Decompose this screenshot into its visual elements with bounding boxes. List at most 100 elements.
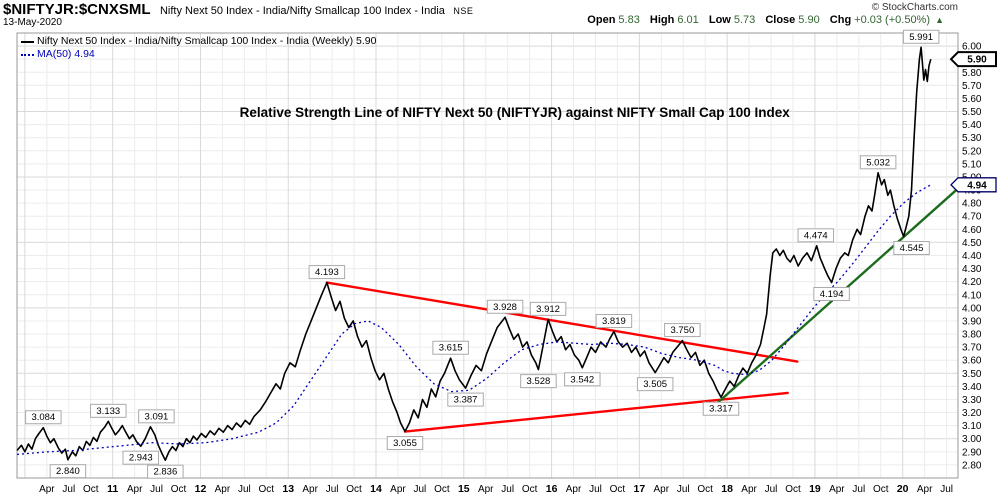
x-axis-tick-label: Jul xyxy=(414,484,427,495)
y-axis-tick-label: 4.30 xyxy=(962,264,982,275)
y-axis-tick-label: 3.00 xyxy=(962,434,982,445)
chart-header: $NIFTYJR:$CNXSML Nifty Next 50 Index - I… xyxy=(3,1,473,19)
annotation-label: 3.528 xyxy=(527,376,551,387)
x-axis-tick-label: 15 xyxy=(458,483,470,495)
chg-value: +0.03 (+0.50%) xyxy=(854,14,931,26)
x-axis-tick-label: Apr xyxy=(566,484,582,495)
y-axis-tick-label: 2.80 xyxy=(962,460,982,471)
chg-label: Chg xyxy=(829,14,852,26)
y-axis-tick-label: 5.70 xyxy=(962,81,982,92)
symbol-title: $NIFTYJR:$CNXSML xyxy=(3,1,151,18)
annotation-label: 3.505 xyxy=(643,379,667,390)
x-axis-tick-label: 11 xyxy=(107,483,118,495)
annotation-box xyxy=(49,464,87,479)
low-value: 5.73 xyxy=(733,14,756,26)
x-axis-tick-label: Apr xyxy=(302,484,318,495)
x-axis-tick-label: Oct xyxy=(171,484,187,495)
y-axis-tick-label: 3.40 xyxy=(962,382,982,393)
annotation-label: 3.317 xyxy=(709,404,733,415)
annotation-box xyxy=(902,29,940,44)
annotation-box xyxy=(529,301,567,316)
annotation-box xyxy=(636,377,674,392)
annotation-box xyxy=(122,450,160,465)
y-axis-tick-label: 5.30 xyxy=(962,133,982,144)
x-axis-tick-label: Apr xyxy=(741,484,757,495)
y-axis-tick-label: 5.50 xyxy=(962,107,982,118)
x-axis-tick-label: Jul xyxy=(940,484,953,495)
annotation-label: 4.194 xyxy=(820,289,844,300)
y-axis-tick-label: 3.70 xyxy=(962,343,982,354)
y-axis-tick-label: 4.60 xyxy=(962,225,982,236)
y-axis-tick-label: 6.00 xyxy=(962,42,982,53)
close-value: 5.90 xyxy=(798,14,820,26)
annotation-label: 5.991 xyxy=(909,32,933,43)
y-axis-tick-label: 5.80 xyxy=(962,68,982,79)
annotation-box xyxy=(664,323,701,338)
y-axis-tick-label: 3.90 xyxy=(962,316,982,327)
y-axis-tick-label: 4.00 xyxy=(962,303,982,314)
y-axis-tick-label: 5.20 xyxy=(962,146,982,157)
annotation-label: 3.133 xyxy=(96,406,120,417)
annotation-box xyxy=(797,228,835,243)
open-value: 5.83 xyxy=(618,14,640,26)
x-axis-tick-label: Jul xyxy=(238,484,251,495)
x-axis-tick-label: Jul xyxy=(62,484,75,495)
legend-series-ma-label: MA(50) 4.94 xyxy=(37,48,95,60)
annotation-label: 3.750 xyxy=(670,325,694,336)
annotation-label: 2.840 xyxy=(56,466,80,477)
x-axis-tick-label: Jul xyxy=(150,484,163,495)
annotation-box xyxy=(138,409,175,424)
x-axis-tick-label: 16 xyxy=(546,483,558,495)
chart-legend: Nifty Next 50 Index - India/Nifty Smallc… xyxy=(21,35,376,61)
chart-title-annotation: Relative Strength Line of NIFTY Next 50 … xyxy=(240,105,791,120)
y-axis-tick-label: 4.50 xyxy=(962,238,982,249)
annotation-label: 4.193 xyxy=(315,267,339,278)
x-axis-tick-label: Apr xyxy=(917,484,933,495)
x-axis-tick-label: Apr xyxy=(478,484,494,495)
annotation-label: 2.836 xyxy=(153,467,177,478)
annotation-box xyxy=(25,410,62,425)
x-axis-tick-label: Oct xyxy=(873,484,889,495)
annotation-box xyxy=(386,436,424,451)
annotation-box xyxy=(564,372,601,387)
annotation-box xyxy=(486,299,524,314)
annotation-box xyxy=(520,374,557,389)
upper-red-trendline xyxy=(325,281,799,363)
annotation-box xyxy=(893,241,930,256)
ma-line xyxy=(16,184,932,456)
axis-marker-4.94 xyxy=(950,177,997,193)
x-axis-tick-label: Apr xyxy=(390,484,406,495)
y-axis-tick-label: 3.30 xyxy=(962,395,982,406)
x-axis-tick-label: Jul xyxy=(326,484,339,495)
x-axis-tick-label: Oct xyxy=(610,484,626,495)
x-axis-tick-label: 17 xyxy=(634,483,646,495)
x-axis-tick-label: 19 xyxy=(809,483,821,495)
x-axis-tick-label: 12 xyxy=(195,483,207,495)
x-axis-tick-label: 18 xyxy=(721,483,733,495)
high-value: 6.01 xyxy=(677,14,699,26)
x-axis-tick-label: Jul xyxy=(677,484,690,495)
x-axis-tick-label: Oct xyxy=(522,484,538,495)
annotation-label: 5.032 xyxy=(866,157,890,168)
x-axis-tick-label: Oct xyxy=(259,484,275,495)
y-axis-tick-label: 3.10 xyxy=(962,421,982,432)
x-axis-tick-label: Apr xyxy=(127,484,143,495)
annotation-label: 3.928 xyxy=(493,302,517,313)
annotation-box xyxy=(447,392,484,407)
legend-series-price-label: Nifty Next 50 Index - India/Nifty Smallc… xyxy=(37,35,377,47)
annotation-box xyxy=(595,314,633,329)
y-axis-tick-label: 3.60 xyxy=(962,356,982,367)
axis-marker-5.90 xyxy=(949,51,997,68)
axis-marker-label: 5.90 xyxy=(967,55,987,66)
y-axis-tick-label: 3.20 xyxy=(962,408,982,419)
x-axis-tick-label: Jul xyxy=(501,484,514,495)
y-axis-tick-label: 4.70 xyxy=(962,212,982,223)
ma-line-swatch-icon xyxy=(21,53,34,56)
annotation-label: 3.091 xyxy=(145,411,169,422)
y-axis-tick-label: 3.80 xyxy=(962,330,982,341)
lower-red-trendline xyxy=(403,391,789,433)
open-label: Open xyxy=(587,14,616,26)
annotation-label: 3.084 xyxy=(31,412,55,423)
x-axis-tick-label: Oct xyxy=(83,484,99,495)
